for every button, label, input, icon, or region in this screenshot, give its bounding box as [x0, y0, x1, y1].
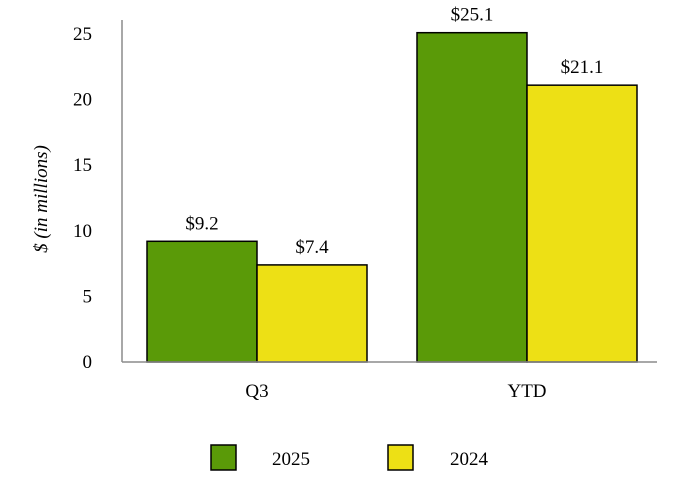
- y-tick-label: 15: [73, 155, 92, 176]
- bar-q3-2024: [256, 264, 368, 363]
- bars: [146, 31, 638, 363]
- legend-label-2025: 2025: [272, 449, 310, 470]
- y-tick-label: 5: [83, 286, 93, 307]
- y-axis-ticks: 0 5 10 15 20 25: [73, 24, 92, 373]
- data-labels: $9.2 $7.4 $25.1 $21.1: [185, 5, 603, 258]
- data-label-q3-2024: $7.4: [295, 237, 329, 258]
- x-category-label: Q3: [245, 381, 268, 402]
- data-label-ytd-2024: $21.1: [561, 57, 604, 78]
- x-axis-categories: Q3 YTD: [245, 381, 546, 402]
- data-label-q3-2025: $9.2: [185, 213, 218, 234]
- legend-swatch-2024: [387, 444, 414, 471]
- bar-ytd-2024: [526, 84, 638, 363]
- legend-swatch-2025: [210, 444, 237, 471]
- legend: 2025 2024: [210, 444, 489, 471]
- y-tick-label: 25: [73, 24, 92, 45]
- bar-q3-2025: [146, 240, 258, 363]
- y-tick-label: 0: [83, 352, 93, 373]
- bar-ytd-2025: [416, 31, 528, 363]
- y-axis-label: $ (in millions): [31, 145, 52, 253]
- x-category-label: YTD: [507, 381, 546, 402]
- y-tick-label: 20: [73, 90, 92, 111]
- data-label-ytd-2025: $25.1: [451, 5, 494, 26]
- y-tick-label: 10: [73, 221, 92, 242]
- legend-label-2024: 2024: [450, 449, 489, 470]
